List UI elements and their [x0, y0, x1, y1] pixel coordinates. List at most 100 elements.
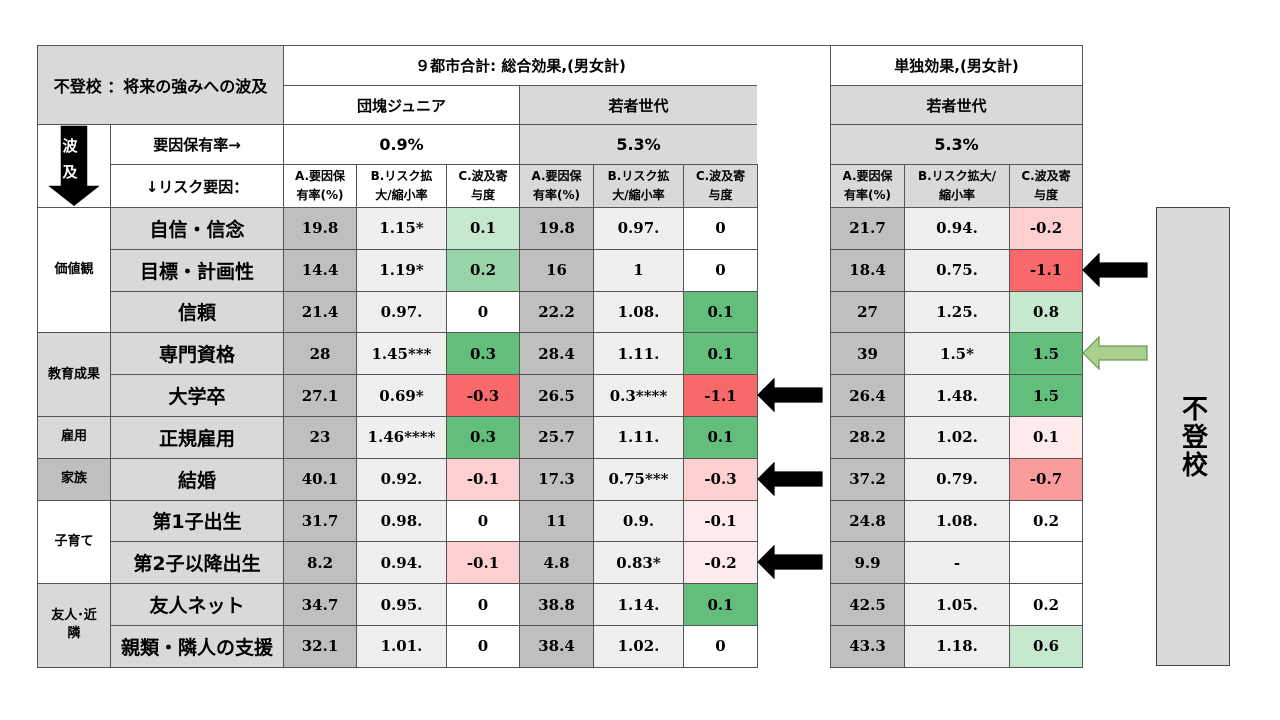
data-value-r9-c6: -0.2	[704, 553, 737, 572]
row-label-7: 結婚	[177, 469, 216, 492]
data-cell-r5-c2: 0.69*	[356, 374, 447, 417]
data-cell-r11-c5: 1.02.	[593, 625, 684, 668]
data-cell-r9-c2: 0.94.	[356, 541, 447, 585]
data-cell-r2-c3: 0.2	[446, 248, 520, 292]
data-cell-r4-c6: 0.1	[683, 332, 758, 376]
data-cell-r11-c9: 0.6	[1009, 625, 1083, 668]
category-cell-5: 子育て	[37, 499, 111, 585]
data-cell-r9-c8: -	[904, 541, 1010, 585]
data-value-r4-c3: 0.3	[469, 344, 497, 363]
data-value-r11-c9: 0.6	[1032, 637, 1060, 656]
col-header-c-9: C.波及寄 与度	[1009, 164, 1083, 208]
data-value-r3-c1: 21.4	[301, 302, 339, 321]
data-value-r5-c6: -1.1	[704, 386, 737, 405]
data-cell-r2-c9: -1.1	[1009, 248, 1083, 292]
data-cell-r4-c5: 1.11.	[593, 332, 684, 376]
data-cell-r2-c7: 18.4	[830, 248, 905, 292]
data-value-r1-c2: 1.15*	[379, 219, 424, 238]
col-header-1-wrapper: A.要因保 有率(%)	[295, 167, 345, 205]
data-value-r10-c7: 42.5	[849, 595, 886, 614]
rate-value-3: 5.3%	[934, 135, 979, 154]
data-cell-r4-c9: 1.5	[1009, 332, 1083, 376]
col-header-4-line2: 有率(%)	[532, 188, 580, 202]
data-value-r6-c1: 23	[309, 428, 331, 447]
data-cell-r11-c3: 0	[446, 625, 520, 668]
data-value-r7-c4: 17.3	[538, 470, 575, 489]
row-label-cell-6: 正規雇用	[110, 416, 284, 459]
data-value-r7-c8: 0.79.	[936, 470, 978, 489]
data-value-r7-c2: 0.92.	[380, 470, 423, 489]
data-cell-r10-c9: 0.2	[1009, 583, 1083, 626]
data-cell-r9-c3: -0.1	[446, 541, 520, 585]
category-label-3: 雇用	[61, 428, 87, 446]
data-value-r1-c4: 19.8	[538, 219, 575, 238]
data-value-r6-c2: 1.46****	[367, 428, 436, 447]
futoko-side-label: 不登校	[1177, 394, 1208, 479]
row-label-cell-5: 大学卒	[110, 374, 284, 417]
data-cell-r1-c8: 0.94.	[904, 207, 1010, 250]
col-header-a-4: A.要因保 有率(%)	[519, 164, 594, 208]
col-header-5-wrapper: B.リスク拡 大/縮小率	[608, 167, 670, 205]
ripple-cell: 波及	[37, 124, 111, 208]
col-header-7-line2: 有率(%)	[843, 188, 891, 202]
category-cell-3: 雇用	[37, 416, 111, 459]
data-value-r11-c4: 38.4	[538, 637, 575, 656]
rate-cell-1: 0.9%	[283, 124, 520, 165]
category-label-2-line1: 教育成果	[47, 366, 100, 382]
data-cell-r10-c6: 0.1	[683, 583, 758, 626]
data-value-r2-c5: 1	[633, 261, 644, 280]
data-cell-r6-c7: 28.2	[830, 416, 905, 459]
col-header-5-line2: 大/縮小率	[612, 188, 665, 202]
data-value-r7-c1: 40.1	[301, 470, 339, 489]
data-cell-r5-c5: 0.3****	[593, 374, 684, 417]
data-value-r2-c7: 18.4	[849, 261, 886, 280]
cohort-wakamono-single-text: 若者世代	[926, 96, 987, 115]
data-value-r9-c7: 9.9	[854, 553, 881, 572]
data-cell-r3-c1: 21.4	[283, 290, 357, 334]
data-value-r5-c9: 1.5	[1032, 386, 1060, 405]
data-cell-r9-c1: 8.2	[283, 541, 357, 585]
data-cell-r6-c6: 0.1	[683, 416, 758, 459]
col-header-9-line1: C.波及寄	[1021, 169, 1071, 183]
data-cell-r6-c8: 1.02.	[904, 416, 1010, 459]
group-single-text: 単独効果,(男女計)	[894, 57, 1019, 75]
category-label-3-line1: 雇用	[60, 429, 87, 445]
data-value-r10-c3: 0	[477, 595, 489, 614]
data-value-r11-c2: 1.01.	[380, 637, 423, 656]
data-value-r4-c2: 1.45***	[371, 344, 432, 363]
row-label-5: 大学卒	[168, 386, 226, 409]
col-header-3-line1: C.波及寄	[458, 169, 508, 183]
data-cell-r4-c8: 1.5*	[904, 332, 1010, 376]
row-label-9: 第2子以降出生	[133, 553, 261, 576]
data-cell-r10-c4: 38.8	[519, 583, 594, 626]
data-value-r3-c7: 27	[857, 302, 878, 321]
data-value-r1-c5: 0.97.	[617, 219, 660, 238]
col-header-b-5: B.リスク拡 大/縮小率	[593, 164, 684, 208]
data-value-r5-c3: -0.3	[466, 386, 500, 405]
risk-label-text: ↓リスク要因：	[145, 177, 249, 196]
cohort-wakamono-single: 若者世代	[830, 85, 1083, 125]
data-cell-r7-c8: 0.79.	[904, 457, 1010, 501]
data-value-r6-c6: 0.1	[707, 428, 734, 447]
data-value-r2-c4: 16	[546, 261, 567, 280]
col-header-8-line2: 縮小率	[938, 188, 975, 202]
rate-value-2: 5.3%	[616, 135, 661, 154]
ripple-down-arrow-icon	[43, 125, 105, 207]
row-label-8: 第1子出生	[152, 511, 242, 534]
data-cell-r9-c4: 4.8	[519, 541, 594, 585]
data-value-r2-c9: -1.1	[1029, 261, 1063, 280]
data-value-r11-c5: 1.02.	[617, 637, 660, 656]
data-value-r6-c8: 1.02.	[936, 428, 978, 447]
data-cell-r1-c1: 19.8	[283, 207, 357, 250]
data-cell-r11-c7: 43.3	[830, 625, 905, 668]
category-label-4: 家族	[61, 470, 87, 488]
data-cell-r8-c5: 0.9.	[593, 499, 684, 543]
data-cell-r3-c2: 0.97.	[356, 290, 447, 334]
data-cell-r6-c1: 23	[283, 416, 357, 459]
data-value-r9-c8: -	[953, 553, 961, 572]
col-header-6-wrapper: C.波及寄 与度	[696, 167, 745, 205]
row-label-6: 正規雇用	[158, 427, 235, 450]
data-cell-r8-c1: 31.7	[283, 499, 357, 543]
row-label-cell-7: 結婚	[110, 457, 284, 501]
